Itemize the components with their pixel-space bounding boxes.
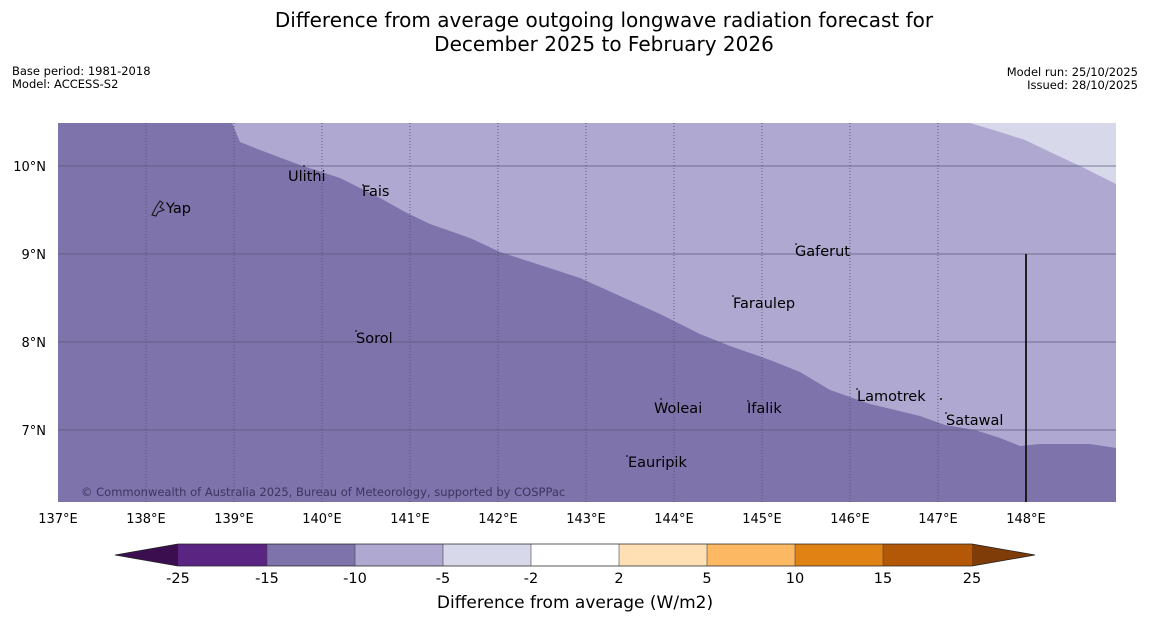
fais-dot <box>362 184 364 186</box>
lon-axis-labels: 137°E 138°E 139°E 140°E 141°E 142°E 143°… <box>38 512 1046 527</box>
colorbar-swatch <box>707 544 795 566</box>
lon-label: 146°E <box>830 512 870 527</box>
grid-lines <box>145 123 939 502</box>
place-label: Faraulep <box>733 296 795 312</box>
faraulep-dot <box>732 295 734 297</box>
colorbar-arrow-low <box>115 544 178 566</box>
meta-left: Base period: 1981-2018 Model: ACCESS-S2 <box>12 65 151 91</box>
colorbar-swatch <box>443 544 531 566</box>
island-dots <box>303 165 947 457</box>
colorbar-tick: -15 <box>255 571 279 587</box>
colorbar-tick: -25 <box>166 571 190 587</box>
issued-date: Issued: 28/10/2025 <box>1027 78 1138 92</box>
lat-label: 7°N <box>22 424 47 439</box>
place-label: Ulithi <box>288 169 326 185</box>
lat-label: 10°N <box>13 160 46 175</box>
place-label: Fais <box>362 184 389 200</box>
map-title: Difference from average outgoing longwav… <box>0 8 1150 56</box>
colorbar-outline <box>114 543 1036 567</box>
lon-label: 141°E <box>390 512 430 527</box>
lamotrek-dot <box>856 388 858 390</box>
place-label: Ifalik <box>747 401 782 417</box>
colorbar-swatch <box>531 544 619 566</box>
lat-label: 9°N <box>22 248 47 263</box>
ifalik-dot <box>747 400 749 402</box>
colorbar-tick: 10 <box>786 571 804 587</box>
gaferut-dot <box>795 243 797 245</box>
model-run: Model run: 25/10/2025 <box>1006 65 1138 79</box>
model-name: Model: ACCESS-S2 <box>12 77 119 91</box>
place-label: Sorol <box>356 331 393 347</box>
colorbar-swatch <box>619 544 707 566</box>
copyright-notice: © Commonwealth of Australia 2025, Bureau… <box>81 485 565 499</box>
colorbar-tick: 5 <box>702 571 711 587</box>
lat-grid-lines <box>58 165 1116 431</box>
sorol-dot <box>355 330 357 332</box>
colorbar: -25 -15 -10 -5 -2 2 5 10 15 25 <box>114 543 1036 587</box>
lamotrek-dot-east <box>940 398 942 400</box>
colorbar-swatch <box>178 544 267 566</box>
lon-label: 147°E <box>918 512 958 527</box>
lon-label: 139°E <box>214 512 254 527</box>
place-label: Woleai <box>654 401 702 417</box>
lon-label: 142°E <box>478 512 518 527</box>
place-label: Eauripik <box>628 455 687 471</box>
woleai-dot <box>660 398 662 400</box>
colorbar-swatch <box>883 544 972 566</box>
region-minus-5-to-2 <box>970 123 1116 184</box>
eauripik-dot <box>626 455 628 457</box>
base-period: Base period: 1981-2018 <box>12 64 151 78</box>
map-panel <box>58 123 1116 502</box>
colorbar-tick: 25 <box>963 571 981 587</box>
yap-island-icon <box>151 200 166 217</box>
place-label: Lamotrek <box>857 389 926 405</box>
lon-label: 143°E <box>566 512 606 527</box>
lon-label: 144°E <box>654 512 694 527</box>
colorbar-tick: -2 <box>524 571 538 587</box>
colorbar-arrow-high <box>972 544 1035 566</box>
place-label: Satawal <box>946 413 1003 429</box>
colorbar-dividers <box>266 544 884 566</box>
colorbar-swatch <box>355 544 443 566</box>
colorbar-swatch <box>795 544 883 566</box>
map-title-line1: Difference from average outgoing longwav… <box>274 8 934 32</box>
colorbar-tick: 15 <box>874 571 892 587</box>
map-title-line2: December 2025 to February 2026 <box>434 32 774 56</box>
colorbar-tick: 2 <box>614 571 623 587</box>
lon-label: 145°E <box>742 512 782 527</box>
meta-right: Model run: 25/10/2025 Issued: 28/10/2025 <box>1007 66 1138 92</box>
island-shapes <box>151 200 166 217</box>
lat-label: 8°N <box>22 336 47 351</box>
satawal-dot <box>945 412 947 414</box>
colorbar-tick: -10 <box>343 571 367 587</box>
colorbar-title: Difference from average (W/m2) <box>436 593 714 613</box>
place-label: Gaferut <box>795 244 850 260</box>
colorbar-ticks: -25 -15 -10 -5 -2 2 5 10 15 25 <box>166 571 981 587</box>
lon-label: 137°E <box>38 512 78 527</box>
lon-label: 140°E <box>302 512 342 527</box>
lon-label: 138°E <box>126 512 166 527</box>
place-labels: Yap Ulithi Fais Gaferut Faraulep Sorol L… <box>165 169 1003 471</box>
ulithi-dot <box>303 165 305 167</box>
place-label: Yap <box>165 201 191 217</box>
colorbar-tick: -5 <box>436 571 450 587</box>
lat-axis-labels: 10°N 9°N 8°N 7°N <box>13 160 46 439</box>
lon-label: 148°E <box>1006 512 1046 527</box>
colorbar-swatch <box>267 544 355 566</box>
